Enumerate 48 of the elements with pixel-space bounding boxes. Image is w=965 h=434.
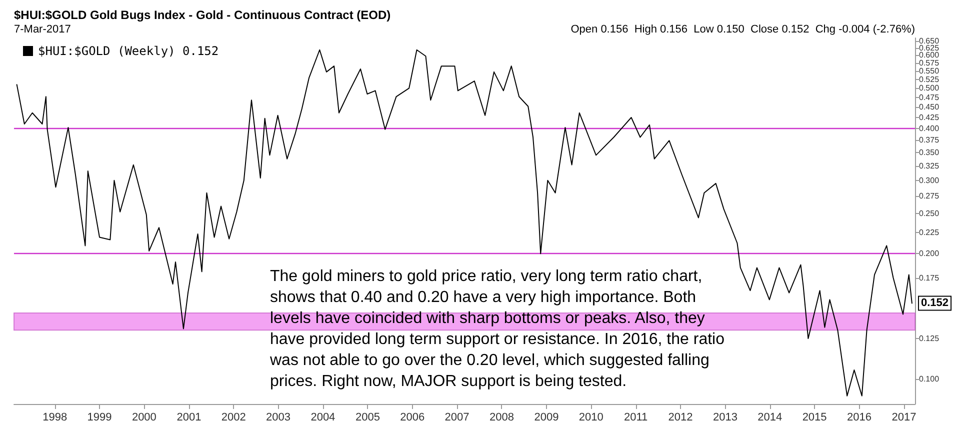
chart-title: $HUI:$GOLD Gold Bugs Index - Gold - Continuous Contract (EOD) — [14, 8, 391, 22]
y-tick-label: 0.425 — [919, 113, 940, 122]
x-tick-label: 2005 — [355, 412, 380, 424]
y-tick-label: 0.225 — [919, 228, 940, 237]
x-tick-label: 2004 — [310, 412, 336, 424]
x-tick-label: 2016 — [846, 412, 872, 424]
y-tick-label: 0.550 — [919, 66, 940, 76]
y-tick-label: 0.500 — [919, 84, 940, 93]
y-tick-label: 0.625 — [919, 43, 940, 52]
y-tick-label: 0.575 — [919, 58, 940, 68]
y-tick-label: 0.525 — [919, 74, 940, 84]
x-tick-label: 2010 — [578, 412, 604, 424]
y-tick-label: 0.375 — [919, 136, 940, 145]
x-tick-label: 2017 — [892, 412, 916, 424]
y-tick-label: 0.125 — [919, 334, 940, 344]
x-tick-label: 2012 — [668, 412, 693, 424]
x-tick-label: 2001 — [176, 412, 202, 424]
x-tick-label: 1998 — [42, 412, 68, 424]
x-tick-label: 2008 — [489, 412, 514, 424]
y-tick-label: 0.450 — [919, 102, 940, 112]
y-tick-label: 0.475 — [919, 92, 940, 102]
y-tick-label: 0.400 — [919, 124, 940, 133]
legend-label: $HUI:$GOLD (Weekly) 0.152 — [38, 44, 219, 58]
x-tick-label: 2011 — [624, 412, 648, 424]
y-tick-label: 0.175 — [919, 273, 940, 282]
x-tick-label: 2006 — [400, 412, 425, 424]
x-tick-label: 1999 — [87, 412, 112, 424]
y-tick-label: 0.200 — [919, 249, 940, 258]
x-tick-label: 2002 — [221, 412, 246, 424]
y-tick-label: 0.350 — [919, 148, 940, 158]
y-tick-label: 0.300 — [919, 176, 940, 185]
x-tick-label: 2007 — [444, 412, 470, 424]
x-tick-label: 2013 — [712, 412, 738, 424]
chart-subtitle: 7-Mar-2017 — [14, 24, 71, 36]
annotation: 0.152 — [921, 297, 949, 310]
x-tick-label: 2000 — [132, 412, 156, 424]
text: Open 0.156 High 0.156 Low 0.150 Close 0.152 Chg -0.004 (-2.76%) — [570, 24, 916, 36]
y-tick-label: 0.325 — [919, 161, 940, 170]
y-tick-label: 0.650 — [919, 36, 940, 46]
y-tick-label: 0.100 — [919, 374, 940, 384]
x-tick-label: 2014 — [758, 412, 782, 424]
x-tick-label: 2003 — [266, 412, 291, 424]
x-tick-label: 2015 — [802, 412, 827, 424]
y-tick-label: 0.600 — [919, 50, 940, 60]
annotation: The gold miners to gold price ratio, very long term ratio chart, shows that 0.40 and 0.20 have a very high importance. Both levels have coincided with sharp bottoms or peaks. Also, they have provided long term support or resistance. In 2016, the ratio was not able to go over the 0.20 level, which suggested falling prices. Right now, MAJOR support is being tested. — [269, 268, 729, 390]
y-tick-label: 0.250 — [919, 208, 940, 218]
x-tick-label: 2009 — [534, 412, 559, 424]
y-tick-label: 0.275 — [919, 192, 940, 201]
